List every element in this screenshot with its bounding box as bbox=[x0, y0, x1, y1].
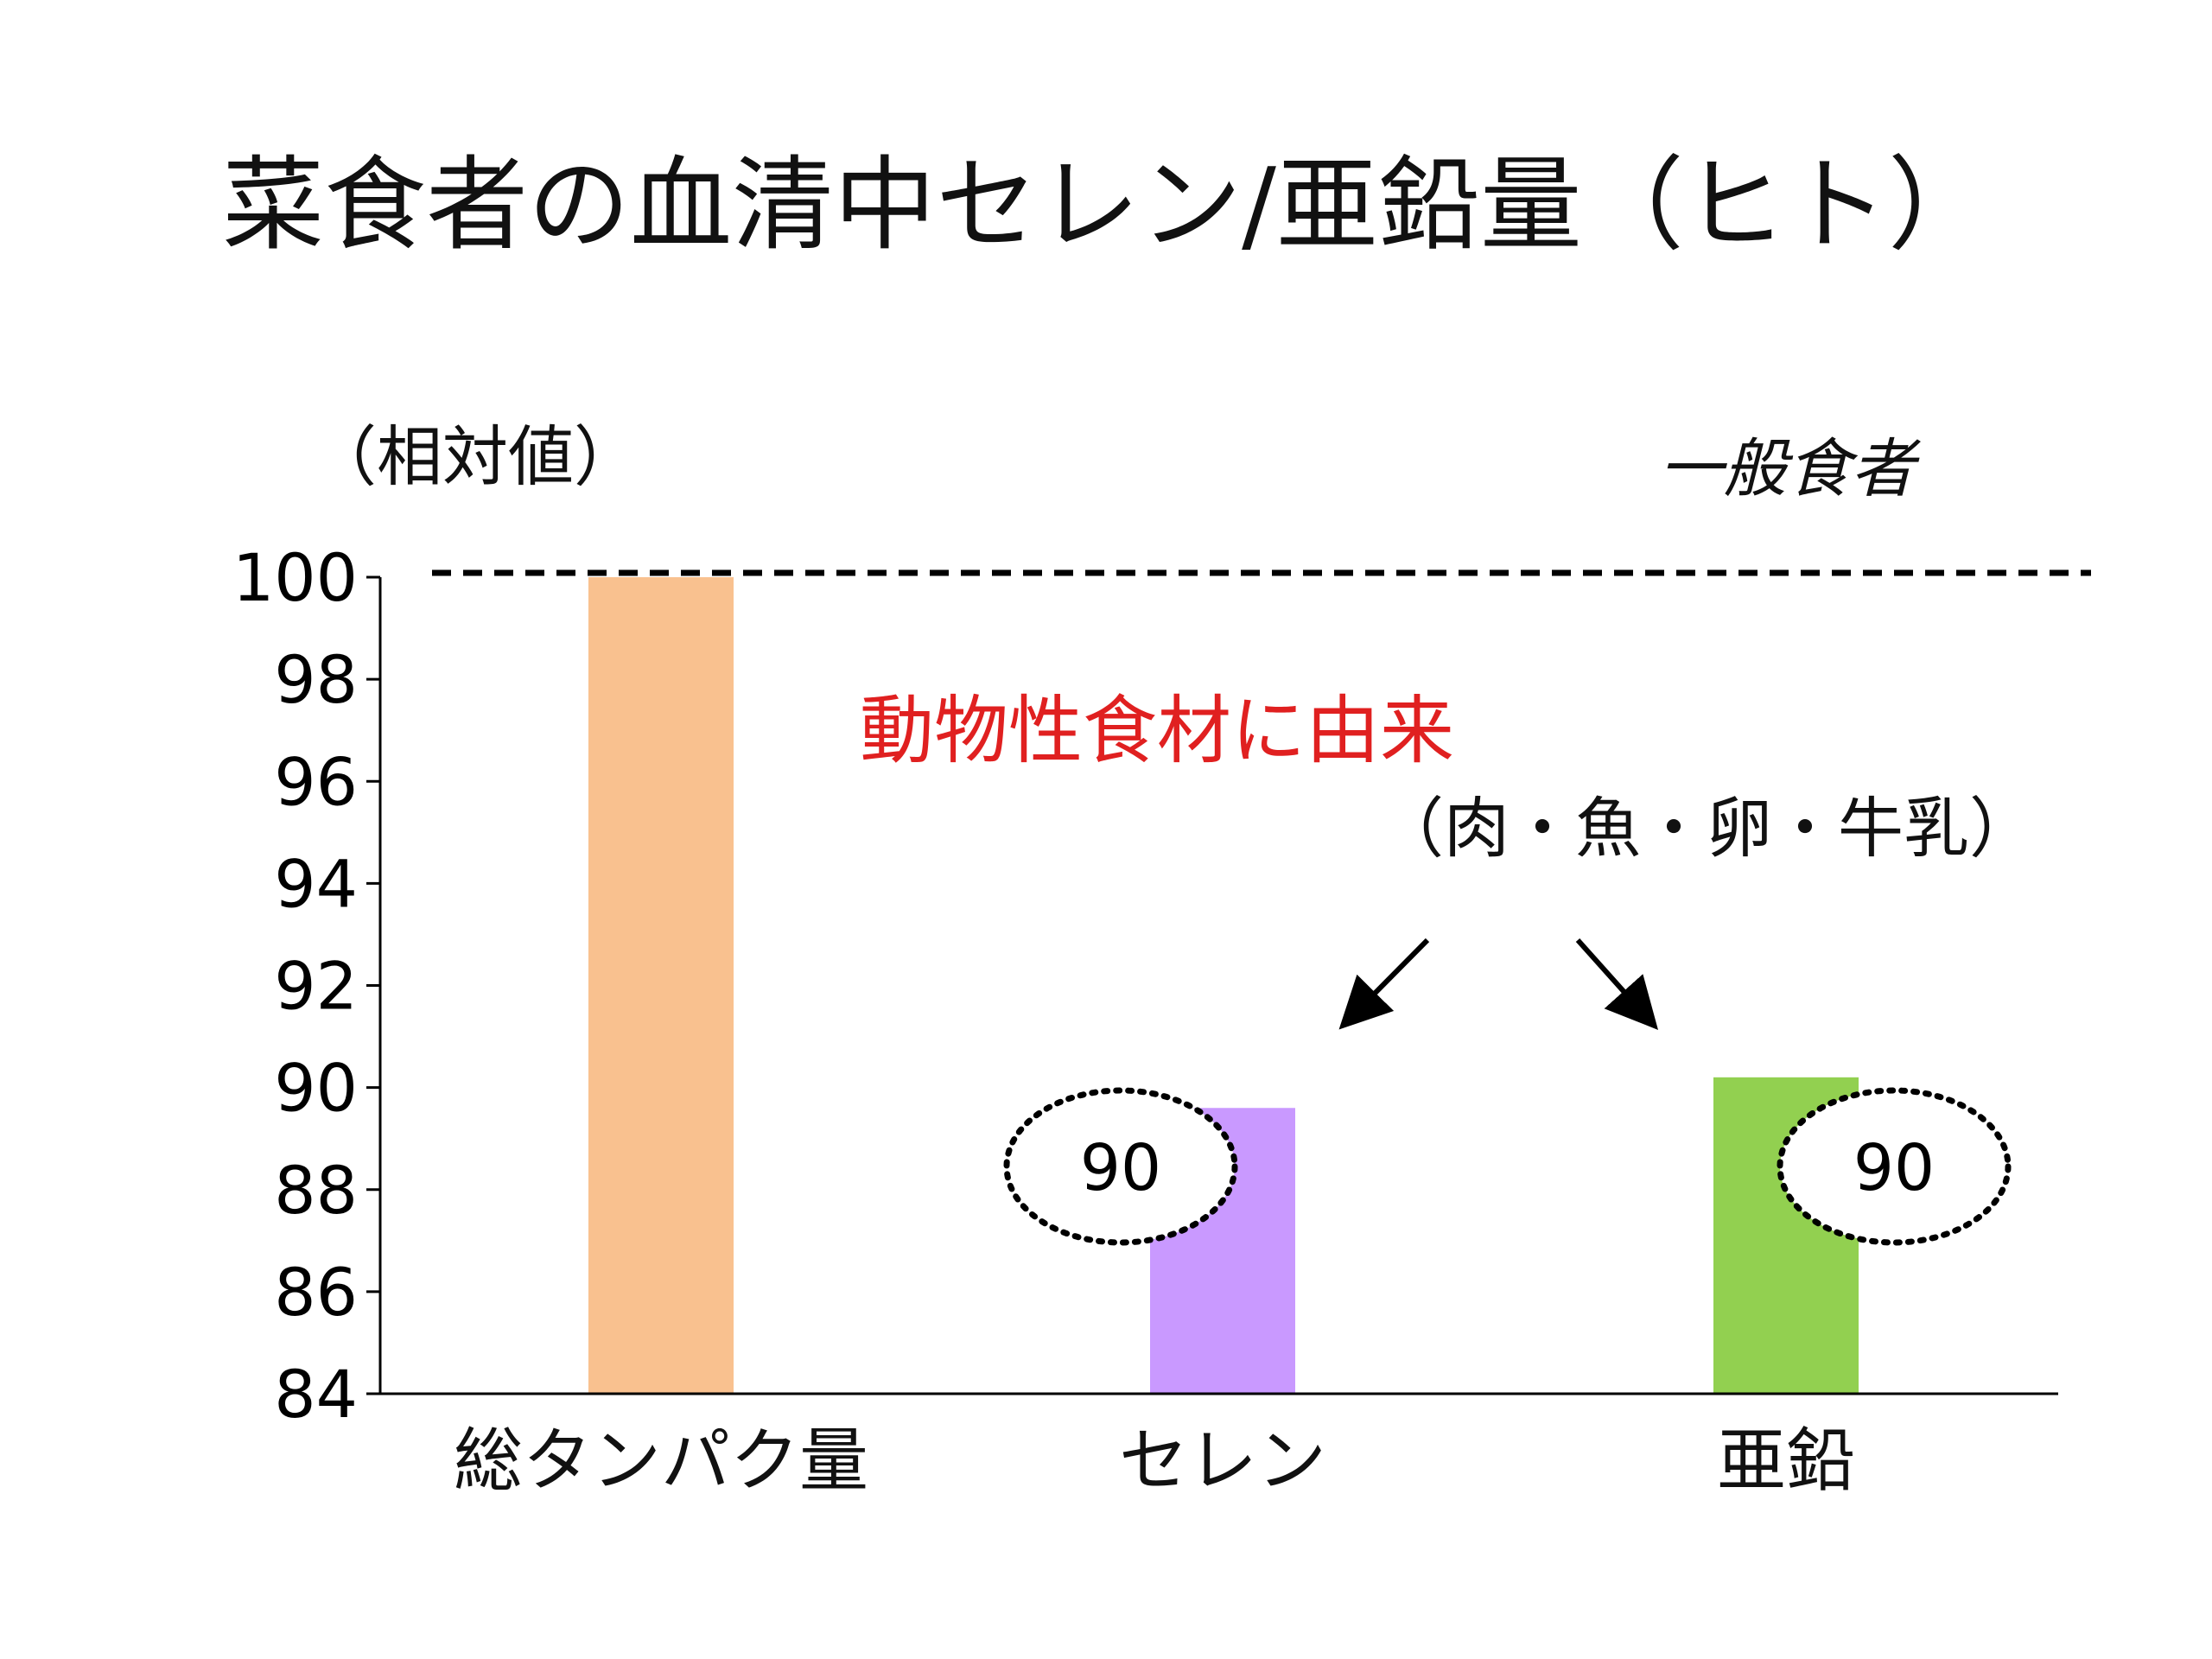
value-bubble-1 bbox=[1003, 1087, 1238, 1246]
y-tick-label: 86 bbox=[274, 1254, 358, 1331]
value-bubble-label-2: 90 bbox=[1853, 1131, 1935, 1205]
category-label-2: セレン bbox=[1119, 1421, 1326, 1501]
category-label-1: 総タンパク量 bbox=[454, 1421, 868, 1501]
bar-1 bbox=[588, 577, 734, 1394]
value-bubble-2 bbox=[1777, 1087, 2012, 1246]
y-tick-label: 98 bbox=[274, 641, 358, 718]
reference-line-label: 一般食者 bbox=[1659, 432, 1921, 506]
y-axis-ticks: 100 98 96 94 92 90 88 86 84 bbox=[232, 539, 380, 1433]
category-labels: 総タンパク量 セレン 亜鉛 bbox=[454, 1421, 1855, 1501]
y-tick-label: 84 bbox=[274, 1356, 358, 1433]
y-tick-label: 92 bbox=[274, 948, 358, 1025]
y-tick-label: 96 bbox=[274, 743, 358, 820]
y-axis-unit-label: （相対値） bbox=[311, 418, 639, 495]
animal-source-annotation: 動物性食材に由来 bbox=[860, 688, 1454, 774]
y-tick-label: 100 bbox=[232, 539, 358, 616]
value-bubbles: 90 90 bbox=[1003, 1087, 2012, 1246]
animal-foods-annotation: （肉・魚・卵・牛乳） bbox=[1378, 790, 2035, 867]
arrow-to-zinc bbox=[1575, 938, 1659, 1030]
y-tick-label: 88 bbox=[274, 1152, 358, 1229]
y-tick-label: 90 bbox=[274, 1050, 358, 1127]
category-label-3: 亜鉛 bbox=[1717, 1421, 1855, 1501]
arrow-to-selenium bbox=[1338, 938, 1430, 1030]
chart-title: 菜食者の血清中セレン/亜鉛量（ヒト） bbox=[222, 145, 1990, 264]
value-bubble-label-1: 90 bbox=[1080, 1131, 1161, 1205]
y-tick-label: 94 bbox=[274, 845, 358, 922]
